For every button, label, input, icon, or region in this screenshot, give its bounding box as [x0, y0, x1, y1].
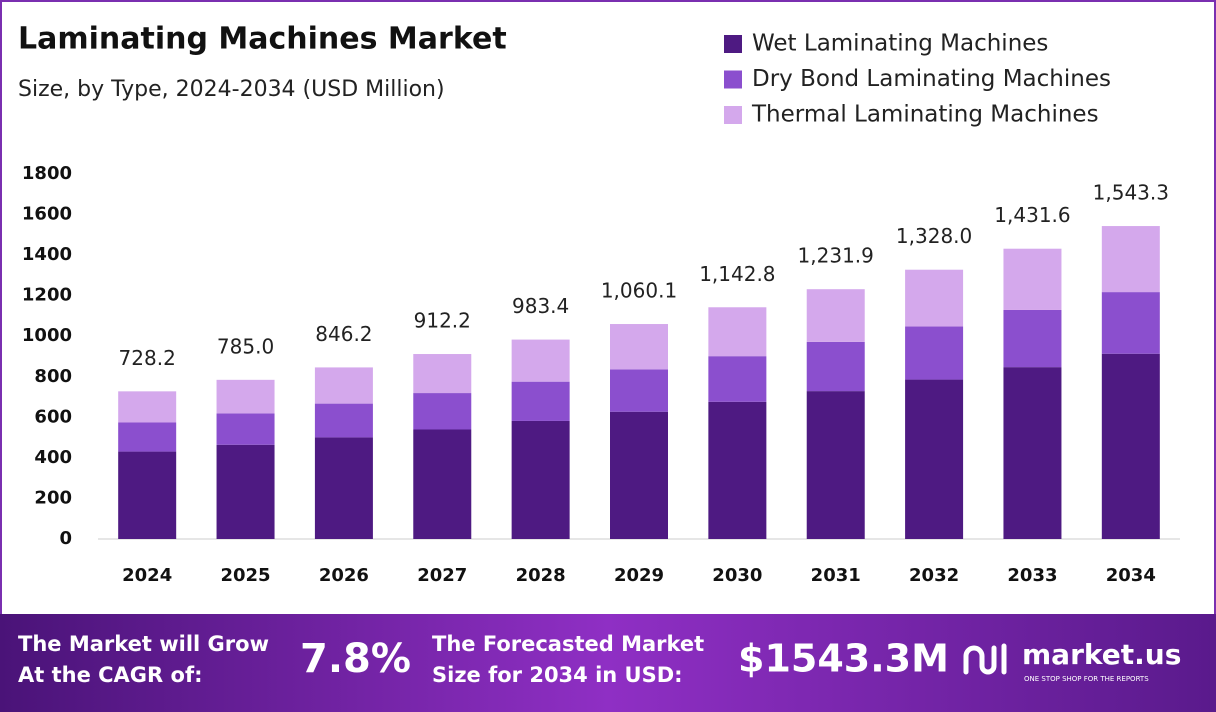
y-tick-label: 200: [34, 487, 72, 508]
y-tick-label: 0: [59, 528, 72, 549]
x-tick-label: 2029: [614, 565, 664, 586]
bar-segment: [905, 326, 964, 380]
bar-segment: [1003, 248, 1062, 310]
bar-segment: [413, 393, 472, 430]
legend-label: Wet Laminating Machines: [752, 31, 1048, 57]
bar-segment: [708, 307, 767, 357]
chart-subtitle: Size, by Type, 2024-2034 (USD Million): [18, 77, 445, 102]
y-tick-label: 1000: [22, 325, 72, 346]
footer-text: At the CAGR of:: [18, 663, 203, 687]
bar-segment: [708, 356, 767, 402]
bar-segment: [511, 339, 570, 382]
legend-label: Dry Bond Laminating Machines: [752, 66, 1111, 92]
footer-text: The Forecasted Market: [432, 632, 704, 656]
x-tick-label: 2034: [1106, 565, 1156, 586]
x-tick-label: 2025: [220, 565, 270, 586]
total-label: 912.2: [414, 309, 471, 333]
y-tick-label: 600: [34, 406, 72, 427]
chart-title: Laminating Machines Market: [18, 22, 507, 57]
bar-segment: [314, 367, 373, 404]
cagr-value: 7.8%: [300, 636, 411, 682]
legend-swatch: [724, 35, 742, 53]
x-tick-label: 2030: [712, 565, 762, 586]
total-label: 1,431.6: [994, 203, 1070, 227]
logo-icon: [963, 643, 1007, 675]
bar-segment: [708, 401, 767, 539]
bar-segment: [610, 369, 668, 412]
x-tick-label: 2031: [811, 565, 861, 586]
bar-segment: [216, 379, 275, 414]
x-tick-label: 2024: [122, 565, 172, 586]
bar-segment: [905, 379, 964, 539]
total-label: 1,543.3: [1093, 181, 1169, 205]
y-tick-label: 400: [34, 447, 72, 468]
bar-segment: [1101, 353, 1160, 539]
bar-segment: [511, 381, 570, 421]
total-label: 728.2: [119, 346, 176, 370]
bar-segment: [314, 403, 373, 438]
footer-text: Size for 2034 in USD:: [432, 663, 683, 687]
tagline: ONE STOP SHOP FOR THE REPORTS: [1024, 675, 1149, 683]
bar-segment: [610, 411, 668, 539]
bar-segment: [1101, 226, 1160, 293]
x-tick-label: 2026: [319, 565, 369, 586]
brand: market.us: [1022, 638, 1181, 671]
bar-segment: [806, 391, 865, 539]
bar-segment: [610, 324, 668, 370]
total-label: 1,060.1: [601, 279, 677, 303]
total-label: 846.2: [315, 322, 372, 346]
y-tick-label: 1200: [22, 285, 72, 306]
total-label: 1,328.0: [896, 224, 972, 248]
total-label: 785.0: [217, 334, 274, 358]
footer-text: The Market will Grow: [18, 632, 269, 656]
bar-segment: [118, 451, 177, 539]
x-tick-label: 2032: [909, 565, 959, 586]
bar-segment: [806, 289, 865, 342]
bar-segment: [216, 444, 275, 539]
x-tick-label: 2028: [516, 565, 566, 586]
y-tick-label: 1600: [22, 204, 72, 225]
bar-segment: [806, 341, 865, 392]
x-tick-label: 2027: [417, 565, 467, 586]
bar-segment: [413, 354, 472, 394]
legend-label: Thermal Laminating Machines: [751, 102, 1099, 128]
y-tick-label: 800: [34, 366, 72, 387]
bar-segment: [1003, 367, 1062, 539]
bar-segment: [118, 391, 177, 423]
bar-segment: [511, 420, 570, 539]
bar-segment: [118, 422, 177, 452]
legend-swatch: [724, 106, 742, 124]
total-label: 983.4: [512, 294, 569, 318]
bar-segment: [314, 437, 373, 539]
forecast-value: $1543.3M: [738, 637, 949, 681]
bar-segment: [216, 413, 275, 445]
legend-swatch: [724, 70, 742, 89]
bar-segment: [1003, 309, 1062, 368]
bar-segment: [1101, 292, 1160, 354]
x-tick-label: 2033: [1007, 565, 1057, 586]
bar-segment: [413, 429, 472, 539]
bar-segment: [905, 269, 964, 327]
total-label: 1,142.8: [699, 262, 775, 286]
y-tick-label: 1800: [22, 163, 72, 184]
total-label: 1,231.9: [798, 244, 874, 268]
footer: [0, 614, 1216, 712]
y-tick-label: 1400: [22, 244, 72, 265]
